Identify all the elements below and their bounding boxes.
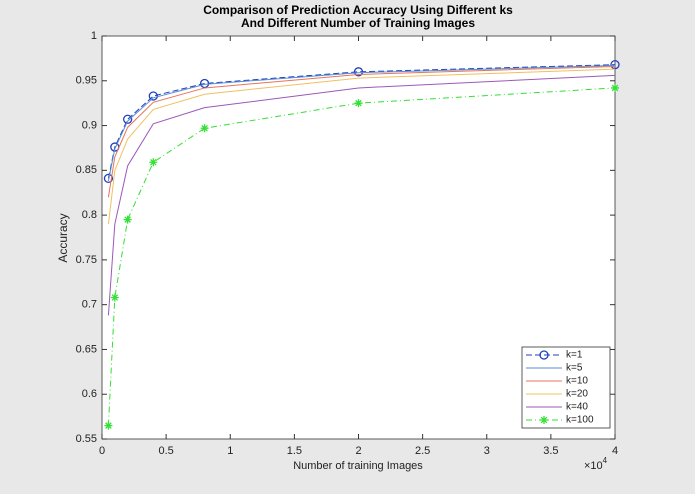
series-line (107, 68, 616, 225)
x-tick-label: 0 (99, 445, 105, 457)
y-tick-label: 0.6 (82, 388, 97, 400)
x-tick-label: 1.5 (287, 445, 302, 457)
x-multiplier: ×104 (584, 456, 608, 472)
marker (123, 114, 133, 124)
x-tick-label: 1 (227, 445, 233, 457)
marker (123, 215, 132, 224)
legend-label: k=10 (566, 376, 588, 387)
marker (610, 60, 620, 70)
marker (110, 293, 119, 302)
y-tick-label: 1 (91, 30, 97, 42)
y-tick-label: 0.65 (76, 343, 97, 355)
marker (103, 173, 114, 184)
legend (521, 346, 611, 429)
x-multiplier-exponent: 4 (603, 456, 608, 465)
series-line (107, 74, 616, 316)
y-tick-label: 0.75 (76, 254, 97, 266)
legend-marker (539, 350, 549, 360)
legend-label: k=100 (566, 415, 594, 426)
y-axis-label: Accuracy (56, 213, 70, 262)
marker (104, 421, 113, 430)
x-tick-label: 3.5 (543, 445, 558, 457)
marker (611, 83, 619, 92)
marker (200, 124, 209, 133)
x-tick-label: 3 (484, 445, 490, 457)
chart-title: Comparison of Prediction Accuracy Using … (203, 3, 513, 17)
x-tick-label: 0.5 (158, 445, 173, 457)
series-line (107, 65, 616, 198)
x-tick-label: 2.5 (415, 445, 430, 457)
y-tick-label: 0.9 (82, 119, 97, 131)
y-tick-label: 0.85 (76, 164, 97, 176)
x-multiplier-base: ×10 (584, 460, 603, 472)
y-tick-label: 0.95 (76, 75, 97, 87)
legend-label: k=1 (566, 350, 583, 361)
series-line (107, 65, 616, 182)
series-line (107, 64, 616, 179)
legend-label: k=20 (566, 389, 588, 400)
y-tick-label: 0.7 (82, 299, 97, 311)
y-tick-label: 0.55 (76, 433, 97, 445)
y-tick-label: 0.8 (82, 209, 97, 221)
marker (353, 67, 364, 77)
legend-marker (540, 416, 548, 424)
x-axis-label: Number of training Images (293, 460, 423, 472)
marker (354, 99, 363, 108)
chart-title: And Different Number of Training Images (241, 16, 475, 30)
marker (148, 91, 158, 101)
x-tick-label: 4 (612, 445, 618, 457)
marker (149, 158, 158, 167)
legend-label: k=40 (566, 402, 588, 413)
legend-label: k=5 (566, 363, 583, 374)
x-tick-label: 2 (355, 445, 361, 457)
